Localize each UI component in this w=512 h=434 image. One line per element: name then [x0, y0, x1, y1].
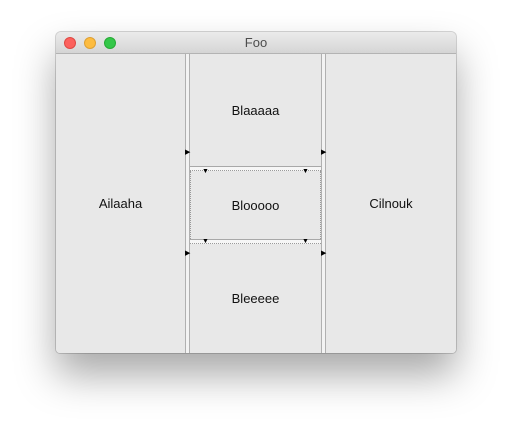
- center-bottom-pane-label: Bleeeee: [231, 291, 280, 306]
- close-icon[interactable]: [64, 37, 76, 49]
- arrow-down-icon: ▼: [202, 168, 209, 175]
- arrow-down-icon: ▼: [202, 238, 209, 245]
- top-horizontal-divider[interactable]: [190, 166, 321, 171]
- right-pane-label: Cilnouk: [369, 196, 413, 211]
- window-title: Foo: [244, 35, 268, 50]
- app-window: Foo Ailaaha Blaaaaa Blooooo Bleeeee Ciln…: [56, 32, 456, 353]
- center-top-pane-label: Blaaaaa: [231, 102, 280, 118]
- minimize-icon[interactable]: [84, 37, 96, 49]
- center-bottom-pane: Bleeeee: [190, 244, 321, 353]
- split-view-content: Ailaaha Blaaaaa Blooooo Bleeeee Cilnouk …: [56, 54, 456, 353]
- center-top-pane: Blaaaaa: [190, 54, 321, 166]
- left-vertical-divider[interactable]: [185, 54, 190, 353]
- title-bar[interactable]: Foo: [56, 32, 456, 54]
- arrow-down-icon: ▼: [302, 168, 309, 175]
- arrow-right-icon: ▶: [185, 250, 191, 257]
- center-middle-pane: Blooooo: [190, 171, 321, 239]
- zoom-icon[interactable]: [104, 37, 116, 49]
- right-pane: Cilnouk: [326, 54, 456, 353]
- arrow-right-icon: ▶: [321, 149, 327, 156]
- bottom-horizontal-divider[interactable]: [190, 239, 321, 244]
- left-pane: Ailaaha: [56, 54, 185, 353]
- left-pane-label: Ailaaha: [98, 196, 143, 211]
- arrow-down-icon: ▼: [302, 238, 309, 245]
- arrow-right-icon: ▶: [185, 149, 191, 156]
- center-middle-pane-label: Blooooo: [231, 197, 280, 213]
- arrow-right-icon: ▶: [321, 250, 327, 257]
- right-vertical-divider[interactable]: [321, 54, 326, 353]
